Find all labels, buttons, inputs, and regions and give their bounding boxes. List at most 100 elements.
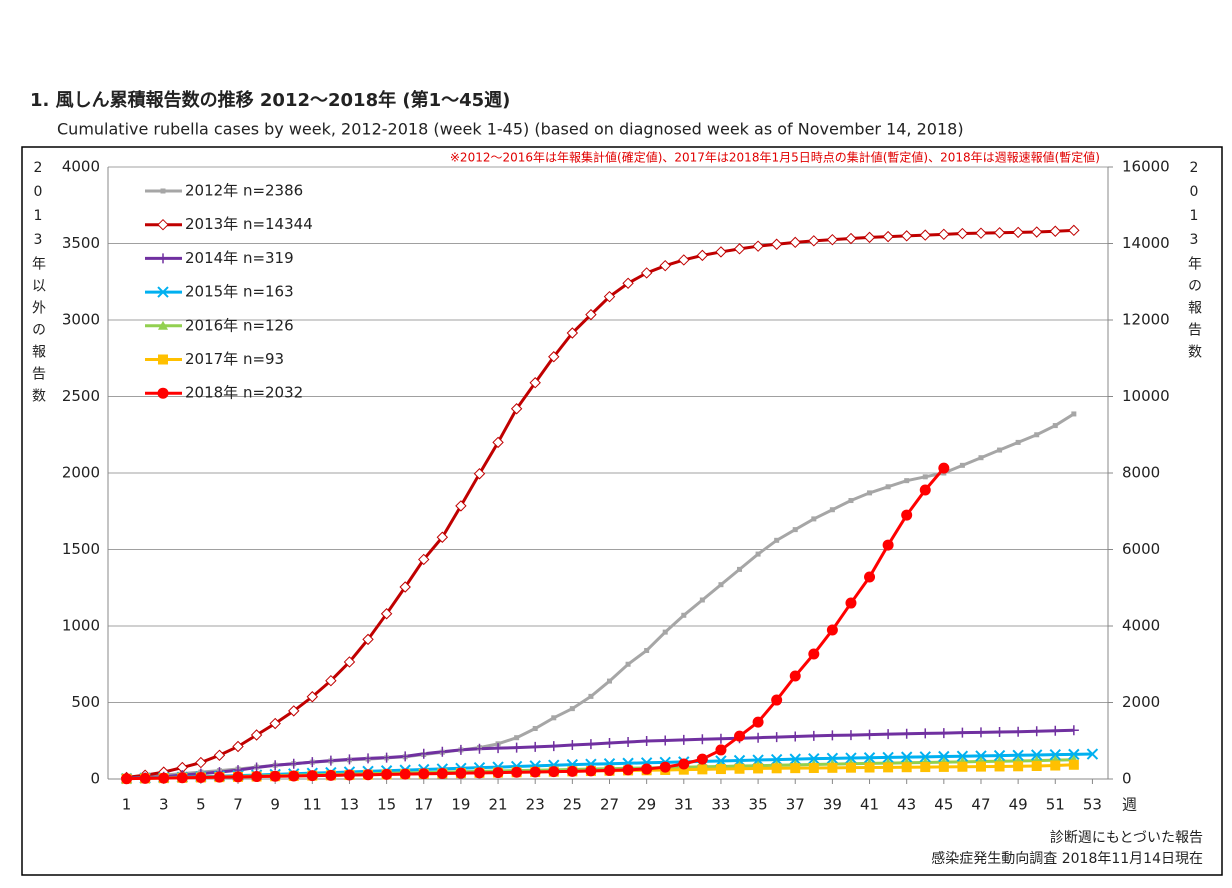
marker	[625, 661, 631, 667]
marker	[195, 756, 207, 769]
x-tick-label: 35	[749, 796, 768, 814]
marker	[622, 277, 634, 289]
x-tick-label: 17	[414, 796, 433, 814]
legend-label: 2012年 n=2386	[185, 182, 303, 200]
marker	[213, 749, 226, 761]
marker	[158, 772, 170, 784]
marker	[399, 768, 411, 780]
marker	[901, 509, 913, 521]
marker	[176, 772, 188, 784]
marker	[885, 484, 891, 490]
x-tick-label: 23	[526, 796, 545, 814]
marker	[473, 468, 486, 480]
marker	[753, 732, 764, 743]
marker	[306, 770, 318, 782]
marker	[530, 741, 541, 752]
marker	[659, 259, 671, 272]
marker	[994, 727, 1005, 738]
marker	[956, 750, 969, 762]
marker	[344, 754, 355, 765]
marker	[1015, 439, 1021, 445]
y-tick-label: 1500	[62, 540, 100, 558]
marker	[827, 762, 838, 773]
marker	[938, 462, 950, 474]
marker	[455, 744, 466, 755]
legend-label: 2016年 n=126	[185, 316, 294, 334]
marker	[362, 769, 374, 781]
x-tick-label: 47	[971, 796, 990, 814]
marker	[811, 516, 817, 522]
marker	[845, 752, 857, 764]
marker	[418, 553, 430, 566]
marker	[1031, 760, 1042, 771]
y2-tick-label: 10000	[1122, 387, 1170, 405]
x-tick-label: 7	[233, 796, 243, 814]
y2-tick-label: 4000	[1122, 617, 1160, 635]
chart-frame	[21, 146, 1223, 876]
marker	[232, 740, 244, 753]
marker	[975, 727, 986, 738]
marker	[567, 740, 578, 751]
marker	[1012, 749, 1024, 761]
marker	[399, 581, 411, 593]
marker	[900, 751, 913, 763]
x-tick-label: 19	[451, 796, 470, 814]
marker	[901, 762, 912, 773]
footnote: 診断週にもとづいた報告	[1050, 830, 1203, 846]
marker	[157, 218, 169, 231]
marker	[997, 447, 1003, 453]
marker	[863, 752, 876, 764]
marker	[959, 462, 965, 468]
x-tick-label: 31	[674, 796, 693, 814]
marker	[158, 253, 168, 264]
x-tick-label: 33	[711, 796, 730, 814]
marker	[325, 755, 336, 766]
marker	[789, 236, 801, 249]
marker	[938, 750, 950, 763]
x-tick-label: 15	[377, 796, 396, 814]
marker	[900, 230, 913, 242]
marker	[195, 771, 207, 783]
marker	[863, 231, 876, 244]
chart-subtitle: Cumulative rubella cases by week, 2012-2…	[57, 120, 964, 139]
x-tick-label: 25	[563, 796, 582, 814]
marker	[845, 597, 857, 609]
marker	[920, 728, 931, 739]
note: ※2012〜2016年は年報集計値(確定値)、2017年は2018年1月5日時点…	[450, 150, 1100, 165]
marker	[418, 768, 430, 780]
marker	[269, 770, 281, 782]
marker	[604, 738, 615, 749]
marker	[752, 240, 764, 252]
marker	[864, 762, 875, 773]
legend-label: 2015年 n=163	[185, 283, 294, 301]
marker	[975, 761, 986, 772]
marker	[755, 551, 761, 557]
marker	[975, 750, 987, 762]
marker	[699, 597, 705, 603]
marker	[790, 731, 801, 742]
marker	[753, 763, 764, 774]
marker	[437, 746, 448, 757]
marker	[845, 730, 856, 741]
marker	[529, 377, 541, 389]
marker	[622, 764, 634, 776]
marker	[288, 770, 300, 782]
marker	[771, 732, 782, 743]
marker	[474, 743, 485, 754]
x-tick-label: 39	[823, 796, 842, 814]
y2-tick-label: 6000	[1122, 540, 1160, 558]
marker	[922, 474, 928, 480]
marker	[362, 633, 374, 646]
marker	[157, 286, 169, 298]
marker	[548, 766, 560, 778]
y-tick-label: 0	[90, 770, 100, 788]
marker	[808, 730, 819, 741]
marker	[829, 507, 835, 513]
marker	[697, 734, 708, 745]
marker	[1068, 759, 1079, 770]
marker	[659, 761, 671, 773]
marker	[455, 500, 467, 512]
legend-label: 2017年 n=93	[185, 350, 284, 368]
marker	[734, 763, 745, 774]
marker	[1050, 760, 1061, 771]
